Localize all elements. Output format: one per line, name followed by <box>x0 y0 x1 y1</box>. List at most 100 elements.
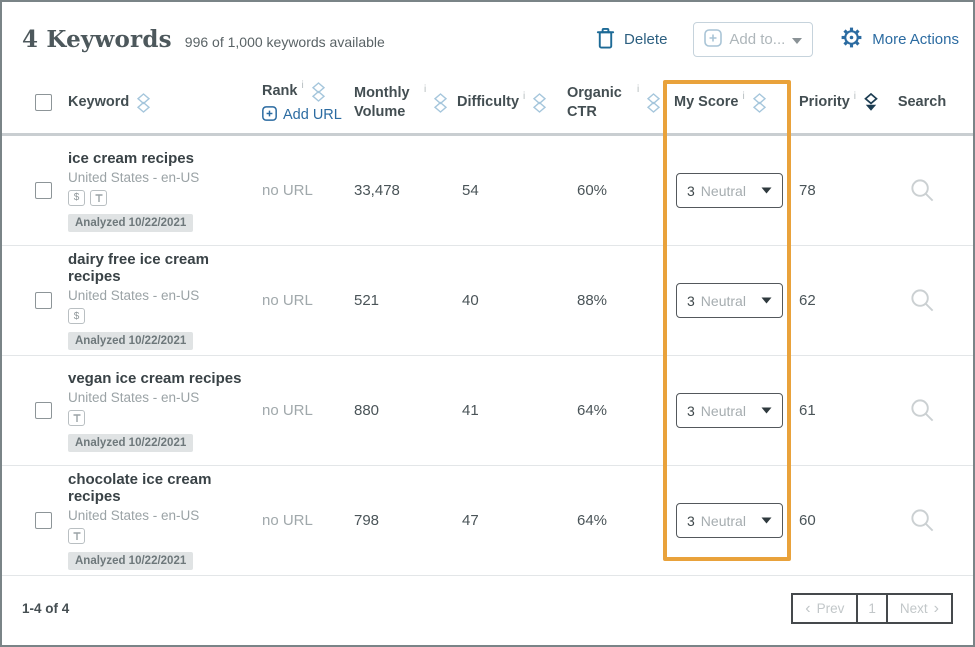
paid-result-icon: $ <box>68 308 85 324</box>
more-actions-button[interactable]: More Actions <box>839 25 959 53</box>
my-score-dropdown[interactable]: 3 Neutral <box>676 173 783 208</box>
difficulty-value: 41 <box>462 402 479 419</box>
my-score-dropdown[interactable]: 3 Neutral <box>676 503 783 538</box>
plus-square-icon <box>262 105 277 124</box>
priority-value: 62 <box>799 292 816 309</box>
add-to-button-label: Add to... <box>729 30 786 48</box>
sort-icon[interactable] <box>434 92 448 113</box>
header-difficulty[interactable]: Difficulty i <box>457 91 567 113</box>
footer: 1-4 of 4 ‹ Prev 1 Next › <box>2 576 973 624</box>
page-number-button[interactable]: 1 <box>856 595 888 622</box>
keyword-locale: United States - en-US <box>68 508 200 523</box>
caret-down-icon <box>792 32 803 47</box>
header-monthly-volume[interactable]: Monthly Volume i <box>354 84 457 120</box>
sort-icon[interactable] <box>647 92 661 113</box>
my-score-dropdown[interactable]: 3 Neutral <box>676 393 783 428</box>
rank-value: no URL <box>262 182 313 199</box>
organic-ctr-value: 88% <box>577 292 608 309</box>
search-icon[interactable] <box>909 397 936 424</box>
difficulty-value: 47 <box>462 512 479 529</box>
delete-button[interactable]: Delete <box>595 25 667 53</box>
add-to-button[interactable]: Add to... <box>693 21 814 57</box>
keyword-locale: United States - en-US <box>68 288 200 303</box>
search-icon[interactable] <box>909 287 936 314</box>
header-keyword[interactable]: Keyword <box>68 92 262 113</box>
rank-value: no URL <box>262 512 313 529</box>
caret-down-icon <box>761 407 772 414</box>
table-row: chocolate ice cream recipes United State… <box>2 466 973 576</box>
rank-value: no URL <box>262 402 313 419</box>
analyzed-badge: Analyzed 10/22/2021 <box>68 332 194 350</box>
row-checkbox[interactable] <box>35 182 52 199</box>
analyzed-badge: Analyzed 10/22/2021 <box>68 433 194 452</box>
gear-icon <box>839 25 864 53</box>
table-body: ice cream recipes United States - en-US … <box>2 136 973 576</box>
row-checkbox[interactable] <box>35 292 52 309</box>
result-range-label: 1-4 of 4 <box>22 601 70 616</box>
sort-active-desc-icon[interactable] <box>864 93 878 112</box>
organic-ctr-value: 64% <box>577 402 608 419</box>
priority-value: 60 <box>799 512 816 529</box>
monthly-volume-value: 880 <box>354 402 380 419</box>
featured-snippet-icon <box>90 189 107 206</box>
keyword-locale: United States - en-US <box>68 389 200 405</box>
difficulty-value: 54 <box>462 182 479 199</box>
info-icon[interactable]: i <box>742 91 745 102</box>
add-url-button[interactable]: Add URL <box>262 105 342 124</box>
pagination: ‹ Prev 1 Next › <box>791 593 953 624</box>
row-checkbox[interactable] <box>35 512 52 529</box>
monthly-volume-value: 798 <box>354 512 380 529</box>
featured-snippet-icon <box>68 528 85 544</box>
header-priority[interactable]: Priority i <box>799 91 887 112</box>
paid-result-icon: $ <box>68 189 85 206</box>
keyword-locale: United States - en-US <box>68 169 200 185</box>
caret-down-icon <box>761 517 772 524</box>
header-my-score[interactable]: My Score i <box>674 91 799 113</box>
keyword-name[interactable]: chocolate ice cream recipes <box>68 471 212 505</box>
title-group: 4 Keywords 996 of 1,000 keywords availab… <box>22 26 385 53</box>
table-row: dairy free ice cream recipes United Stat… <box>2 246 973 356</box>
search-icon[interactable] <box>909 507 936 534</box>
table-header: Keyword Rank i <box>2 72 973 136</box>
info-icon[interactable]: i <box>853 91 856 102</box>
trash-icon <box>595 25 616 53</box>
page-title: 4 Keywords <box>22 25 172 53</box>
sort-icon[interactable] <box>137 92 151 113</box>
chevron-left-icon: ‹ <box>805 599 811 617</box>
rank-value: no URL <box>262 292 313 309</box>
chevron-right-icon: › <box>933 599 939 617</box>
sort-icon[interactable] <box>752 92 766 113</box>
difficulty-value: 40 <box>462 292 479 309</box>
keyword-name[interactable]: dairy free ice cream recipes <box>68 251 209 285</box>
analyzed-badge: Analyzed 10/22/2021 <box>68 213 194 232</box>
organic-ctr-value: 60% <box>577 182 608 199</box>
delete-button-label: Delete <box>624 30 668 48</box>
organic-ctr-value: 64% <box>577 512 608 529</box>
keyword-name[interactable]: vegan ice cream recipes <box>68 369 242 387</box>
info-icon[interactable]: i <box>637 84 640 95</box>
plus-square-icon <box>704 28 723 50</box>
header-checkbox-cell <box>22 94 68 111</box>
header-organic-ctr[interactable]: Organic CTR i <box>567 84 674 120</box>
my-score-dropdown[interactable]: 3 Neutral <box>676 283 783 318</box>
priority-value: 61 <box>799 402 816 419</box>
keywords-available-text: 996 of 1,000 keywords available <box>184 33 385 50</box>
topbar: 4 Keywords 996 of 1,000 keywords availab… <box>2 2 973 72</box>
keyword-name[interactable]: ice cream recipes <box>68 149 194 167</box>
priority-value: 78 <box>799 182 816 199</box>
next-button[interactable]: Next › <box>887 595 951 622</box>
table-row: vegan ice cream recipes United States - … <box>2 356 973 466</box>
info-icon[interactable]: i <box>424 84 427 95</box>
sort-icon[interactable] <box>311 81 325 102</box>
search-icon[interactable] <box>909 177 936 204</box>
info-icon[interactable]: i <box>523 91 526 102</box>
prev-button[interactable]: ‹ Prev <box>793 595 857 622</box>
info-icon[interactable]: i <box>301 80 304 91</box>
header-rank: Rank i Add URL <box>262 80 342 124</box>
select-all-checkbox[interactable] <box>35 94 52 111</box>
row-checkbox[interactable] <box>35 402 52 419</box>
sort-icon[interactable] <box>533 92 547 113</box>
table-row: ice cream recipes United States - en-US … <box>2 136 973 246</box>
caret-down-icon <box>761 297 772 304</box>
